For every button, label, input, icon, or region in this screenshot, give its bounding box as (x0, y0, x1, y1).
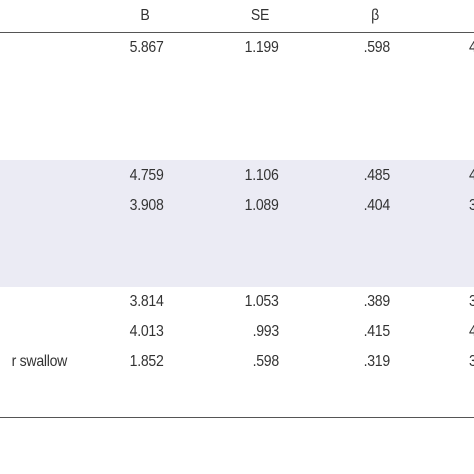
column-header: B (140, 7, 150, 24)
cell: 4.759 (130, 167, 164, 184)
cell: .319 (363, 353, 391, 370)
cell: .415 (363, 323, 391, 340)
cell: 5.867 (130, 39, 164, 56)
cell: .993 (252, 323, 280, 340)
cell: 3.814 (130, 293, 164, 310)
cell-cut: 4 (469, 166, 474, 186)
header-rule (0, 32, 474, 33)
cell: .598 (252, 353, 280, 370)
cell-cut: 3 (469, 196, 474, 216)
cell: .389 (363, 293, 391, 310)
cell: 1.089 (245, 197, 279, 214)
cell: .404 (363, 197, 391, 214)
shaded-band (0, 160, 474, 287)
cell: 1.106 (245, 167, 279, 184)
cell: .485 (363, 167, 391, 184)
cell-cut: 4 (469, 38, 474, 58)
column-header: β (371, 7, 379, 24)
cell: 3.908 (130, 197, 164, 214)
cell: .598 (363, 39, 391, 56)
cell: 4.013 (130, 323, 164, 340)
cell: 1.053 (245, 293, 279, 310)
cell-cut: 3 (469, 352, 474, 372)
cell-cut: 4 (469, 322, 474, 342)
row-label: r swallow (11, 353, 67, 370)
cell: 1.199 (245, 39, 279, 56)
cell-cut: 3 (469, 292, 474, 312)
cell: 1.852 (130, 353, 164, 370)
bottom-rule (0, 417, 474, 418)
column-header: SE (250, 7, 270, 24)
